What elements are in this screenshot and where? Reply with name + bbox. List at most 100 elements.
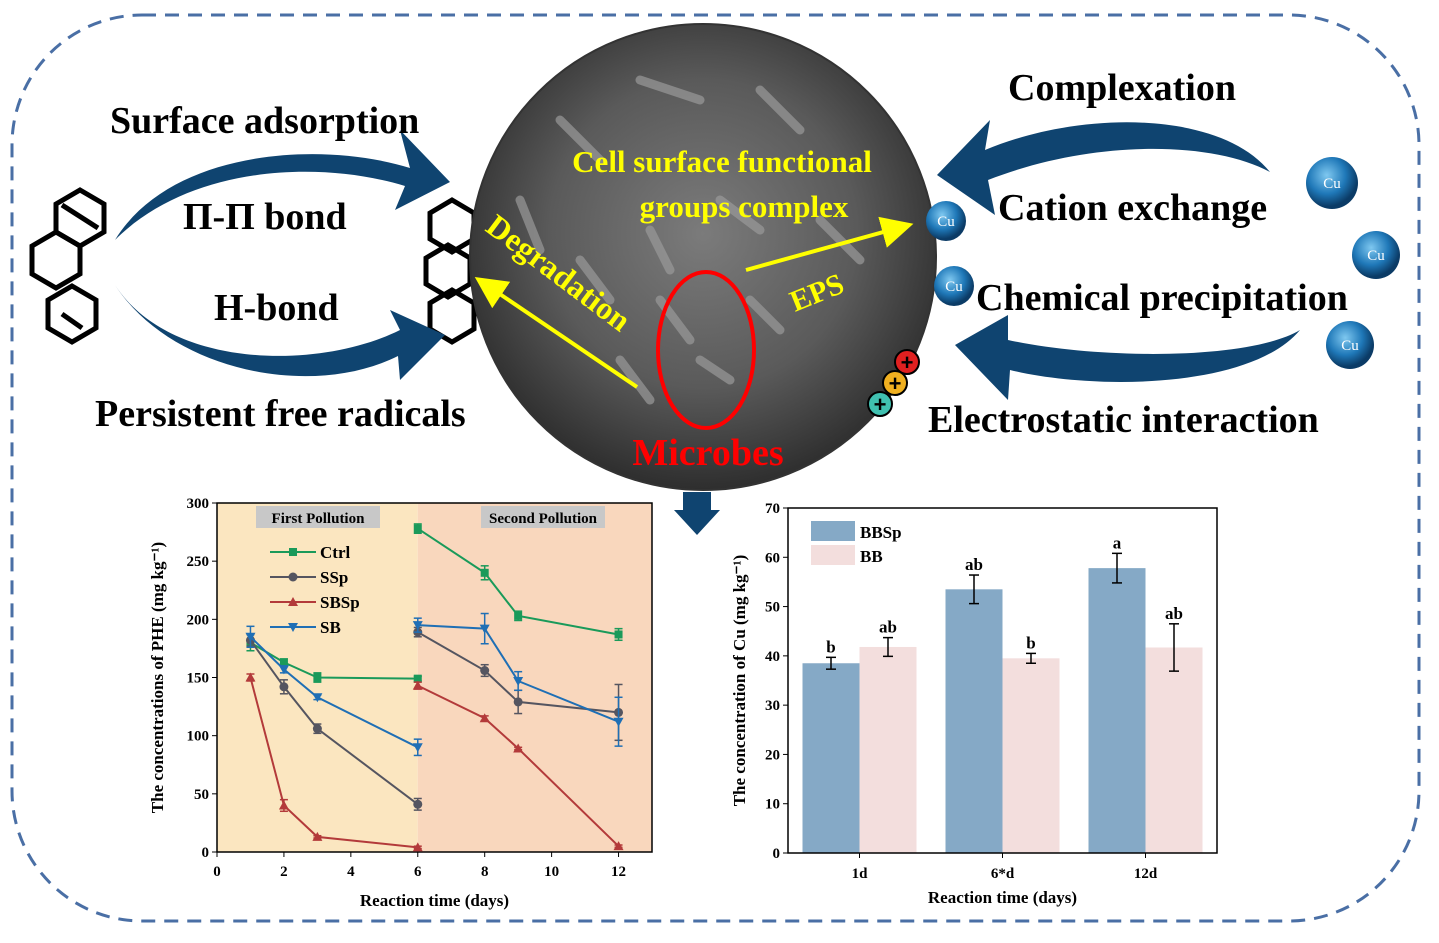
arrow-pi-bond (115, 130, 450, 240)
series-line-SB (417, 624, 619, 723)
marker-SBSp (278, 800, 289, 810)
cu-ion-label: Cu (1323, 176, 1341, 192)
legend-label: BBSp (860, 523, 902, 542)
marker-Ctrl (279, 658, 288, 667)
series-line-SB (249, 636, 419, 749)
x-tick-label: 12 (611, 864, 626, 880)
marker-SBSp (312, 831, 323, 841)
x-tick-label: 2 (280, 864, 288, 880)
region-label: First Pollution (272, 511, 366, 527)
svg-text:+: + (874, 392, 887, 417)
svg-text:+: + (901, 350, 914, 375)
phenanthrene-adsorbed-icon (423, 197, 477, 345)
series-line-SBSp (417, 684, 620, 847)
marker-SB (412, 743, 423, 753)
series-line-SSp (249, 639, 419, 806)
legend-label: SB (320, 618, 341, 637)
y-axis-label: The concentration of Cu (mg kg⁻¹) (730, 555, 749, 807)
marker-Ctrl (413, 674, 422, 683)
down-arrow-icon (674, 492, 720, 535)
marker-SSp (480, 666, 490, 676)
arrow-complexation (937, 120, 1270, 215)
x-tick-label: 6 (414, 864, 422, 880)
bar-BBSp (1088, 568, 1146, 853)
significance-letter: ab (965, 555, 983, 574)
marker-Ctrl (514, 611, 523, 620)
y-tick-label: 20 (765, 747, 780, 763)
electrostatic-interaction-label: Electrostatic interaction (928, 399, 1319, 441)
marker-Ctrl (289, 548, 297, 556)
arrow-h-bond (115, 285, 445, 380)
legend-label: Ctrl (320, 543, 350, 562)
eps-arrow (745, 216, 914, 272)
sem-microbe-image (469, 23, 937, 491)
y-tick-label: 10 (765, 797, 780, 813)
cu-ion-label: Cu (945, 279, 963, 295)
y-tick-label: 300 (187, 496, 210, 512)
y-tick-label: 50 (194, 787, 209, 803)
y-tick-label: 40 (765, 649, 780, 665)
marker-SBSp (479, 713, 490, 723)
significance-letter: ab (879, 618, 897, 637)
marker-SSp (513, 697, 523, 707)
legend-swatch (811, 521, 855, 541)
persistent-free-radicals-label: Persistent free radicals (95, 393, 466, 435)
bar-BB (1145, 647, 1203, 853)
region-label: Second Pollution (489, 511, 598, 527)
cell-surface-label-1: Cell surface functional (572, 144, 872, 179)
charge-icons: + + + (867, 349, 920, 417)
complexation-label: Complexation (1008, 67, 1236, 109)
cell-surface-label-2: groups complex (640, 189, 849, 224)
microbes-label: Microbes (632, 432, 783, 474)
x-axis-label: Reaction time (days) (928, 888, 1077, 907)
cu-ion-label: Cu (937, 214, 955, 230)
series-line-SSp (417, 631, 619, 714)
marker-SB (412, 621, 423, 631)
x-axis-label: Reaction time (days) (360, 891, 509, 910)
marker-Ctrl (480, 568, 489, 577)
marker-SB (513, 676, 524, 686)
x-tick-label: 0 (213, 864, 221, 880)
bar-BBSp (802, 663, 860, 853)
marker-SBSp (513, 743, 524, 753)
marker-SB (288, 623, 298, 632)
cu-ion-label: Cu (1367, 248, 1385, 264)
h-bond-label: H-bond (214, 287, 339, 329)
bar-BB (859, 646, 917, 853)
marker-SBSp (412, 842, 423, 852)
legend-label: SSp (320, 568, 348, 587)
svg-text:+: + (889, 371, 902, 396)
y-tick-label: 0 (773, 846, 781, 862)
x-tick-label: 10 (544, 864, 559, 880)
phe-line-chart: First Pollution Second Pollution 0 2 4 6 8 10 12… (148, 496, 653, 910)
marker-Ctrl (614, 630, 623, 639)
cu-ion-icon (1352, 231, 1400, 279)
y-axis-label: The concentrations of PHE (mg kg⁻¹) (148, 542, 167, 813)
marker-SBSp (613, 841, 624, 851)
cu-ion-icon (1306, 157, 1358, 209)
cu-ion-label: Cu (1341, 338, 1359, 354)
bar-BBSp (945, 589, 1003, 853)
marker-SB (479, 624, 490, 634)
y-tick-label: 200 (187, 612, 210, 628)
marker-SBSp (288, 597, 298, 606)
x-tick-label: 1d (852, 866, 869, 882)
y-tick-label: 70 (765, 501, 780, 517)
x-tick-label: 4 (347, 864, 355, 880)
marker-SSp (413, 799, 423, 809)
marker-SBSp (245, 672, 256, 682)
y-tick-label: 30 (765, 698, 780, 714)
dashed-border (10, 13, 1421, 923)
cu-ion-icon (926, 201, 966, 241)
bar-BB (1002, 658, 1060, 853)
significance-letter: ab (1165, 604, 1183, 623)
marker-SB (613, 717, 624, 727)
x-tick-label: 8 (481, 864, 489, 880)
legend-label: BB (860, 547, 883, 566)
cu-bar-chart: b ab a BBSp ab b ab BB 0 10 20 30 40 50 60 70 1d 6*d 12d Re… (730, 501, 1218, 907)
chemical-precipitation-label: Chemical precipitation (976, 277, 1348, 319)
series-line-Ctrl (417, 527, 619, 636)
y-tick-label: 150 (187, 671, 210, 687)
marker-SSp (279, 682, 289, 692)
